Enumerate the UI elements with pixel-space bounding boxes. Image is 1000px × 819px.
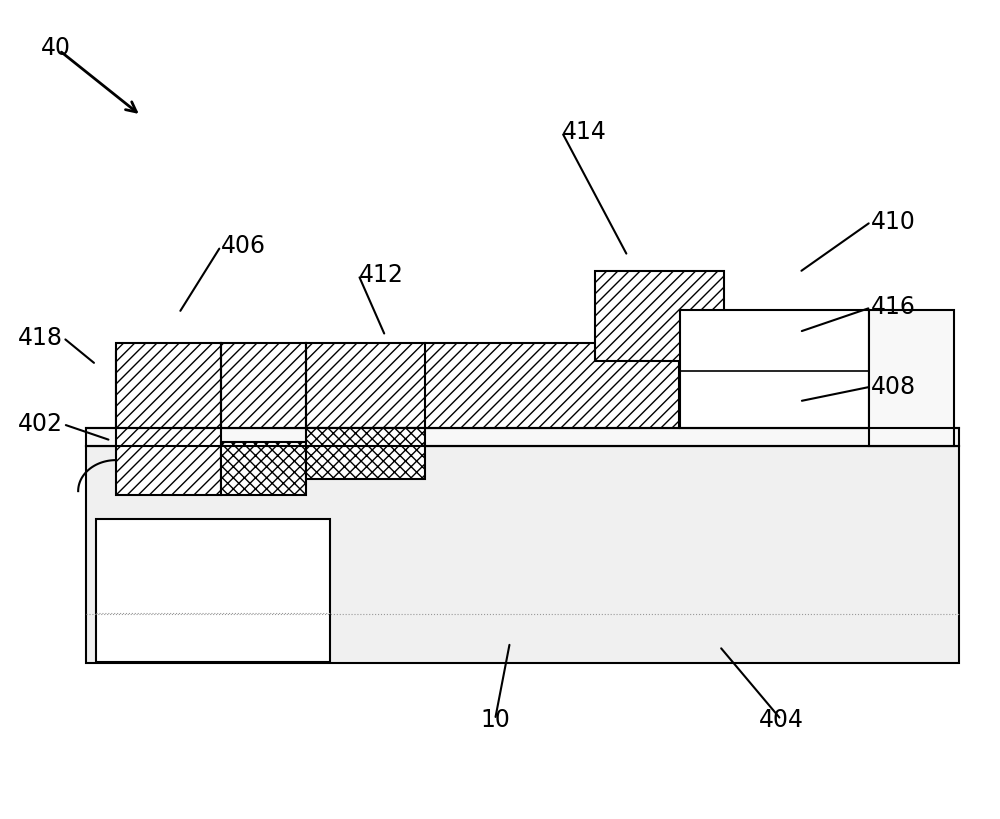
Bar bbox=[116, 352, 221, 495]
Text: 412: 412 bbox=[358, 263, 403, 287]
Text: 10: 10 bbox=[480, 708, 510, 731]
Text: 418: 418 bbox=[18, 326, 63, 350]
Bar bbox=[221, 442, 306, 495]
Text: 406: 406 bbox=[221, 234, 266, 258]
Bar bbox=[86, 446, 959, 663]
Text: 408: 408 bbox=[871, 374, 916, 399]
Bar bbox=[306, 428, 425, 479]
Text: 410: 410 bbox=[871, 210, 916, 233]
Bar bbox=[116, 342, 679, 428]
Bar bbox=[96, 519, 330, 662]
Text: 404: 404 bbox=[759, 708, 804, 731]
Bar bbox=[869, 310, 954, 446]
Text: 414: 414 bbox=[562, 120, 607, 144]
Text: 416: 416 bbox=[871, 296, 916, 319]
Bar bbox=[724, 324, 789, 389]
Bar bbox=[595, 271, 724, 360]
Bar bbox=[86, 428, 959, 446]
Text: 40: 40 bbox=[41, 36, 71, 60]
Bar bbox=[680, 310, 869, 428]
Text: 402: 402 bbox=[18, 412, 63, 437]
